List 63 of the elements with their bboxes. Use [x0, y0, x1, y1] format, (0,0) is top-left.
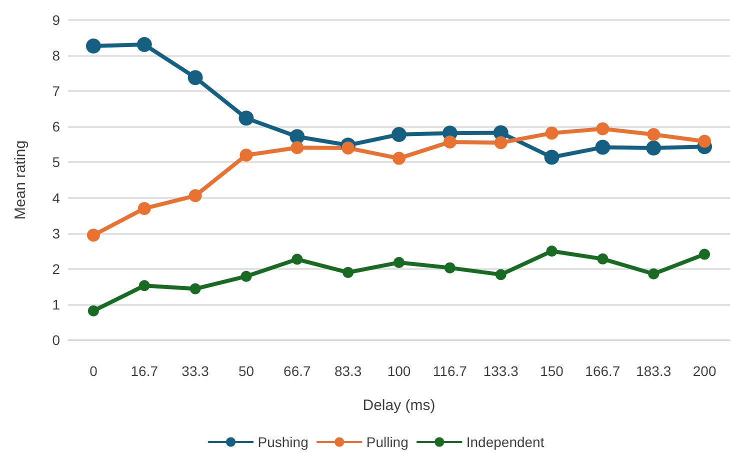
point [545, 126, 558, 140]
point [86, 38, 101, 54]
point [495, 269, 506, 280]
point [188, 70, 203, 86]
point [544, 150, 560, 165]
x-tick-label: 50 [238, 363, 254, 379]
y-tick-label: 1 [52, 296, 60, 312]
point [647, 128, 660, 141]
point [443, 135, 456, 148]
point [595, 140, 610, 155]
x-tick-label: 166.7 [585, 363, 620, 379]
x-tick-label: 133.3 [483, 363, 519, 379]
y-tick-label: 0 [52, 332, 60, 348]
y-tick-label: 8 [52, 48, 60, 64]
point [648, 268, 660, 280]
y-axis-title: Mean rating [12, 140, 29, 220]
y-tick-label: 2 [52, 260, 60, 277]
point [342, 142, 355, 154]
point [86, 228, 100, 242]
point [292, 254, 303, 265]
x-tick-label: 100 [387, 363, 411, 379]
point [392, 152, 406, 165]
point [394, 256, 404, 268]
point [494, 136, 508, 150]
legend-label: Independent [466, 434, 544, 450]
point [138, 280, 150, 292]
point [136, 37, 152, 52]
x-tick-label: 33.3 [182, 363, 210, 379]
x-tick-label: 16.7 [130, 363, 158, 379]
y-tick-label: 3 [52, 225, 60, 242]
point [646, 140, 662, 156]
x-tick-label: 66.7 [284, 363, 311, 379]
point [698, 134, 712, 148]
legend-label: Pushing [258, 434, 308, 450]
point [238, 110, 254, 126]
point [546, 246, 558, 257]
point [596, 122, 610, 136]
y-tick-label: 6 [52, 118, 60, 135]
x-tick-label: 150 [540, 363, 564, 379]
point [290, 129, 305, 144]
point [392, 126, 406, 142]
point [290, 141, 304, 154]
point [240, 270, 252, 282]
point [597, 253, 608, 264]
point [342, 266, 354, 278]
y-tick-label: 4 [52, 190, 60, 206]
point [444, 262, 456, 274]
x-tick-label: 183.3 [636, 363, 672, 379]
legend-label: Pulling [366, 434, 408, 450]
point [88, 305, 99, 316]
y-tick-label: 5 [52, 154, 60, 170]
x-axis-title: Delay (ms) [362, 397, 436, 414]
x-tick-label: 83.3 [334, 363, 362, 379]
y-tick-label: 7 [52, 83, 60, 100]
x-tick-label: 0 [90, 363, 98, 379]
point [699, 248, 710, 260]
point [188, 189, 202, 202]
point [190, 283, 201, 294]
x-tick-label: 116.7 [432, 363, 468, 379]
point [138, 202, 151, 215]
x-tick-label: 200 [692, 363, 716, 379]
point [240, 148, 253, 162]
y-tick-label: 9 [52, 12, 60, 28]
